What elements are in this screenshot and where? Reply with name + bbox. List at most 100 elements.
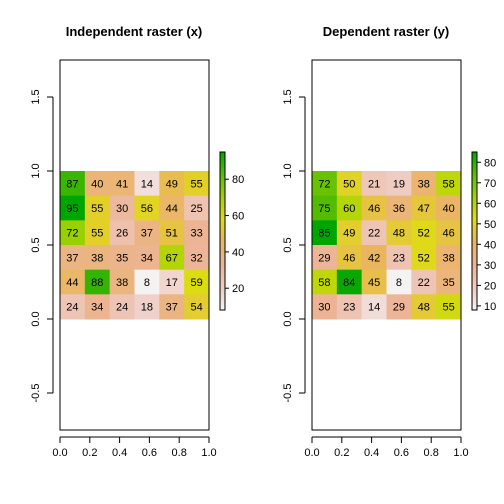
cell-value-label: 14	[368, 302, 380, 314]
legend-color-step	[472, 231, 477, 235]
legend-color-step	[472, 173, 477, 177]
legend-color-step	[220, 225, 225, 229]
legend-color-step	[472, 233, 477, 237]
legend-color-step	[220, 281, 225, 285]
cell-value-label: 30	[116, 203, 128, 215]
raster-cell	[109, 294, 135, 320]
legend-color-step	[472, 223, 477, 227]
legend-color-step	[220, 233, 225, 237]
x-tick-label: 0.6	[394, 447, 409, 459]
raster-cell	[159, 245, 185, 271]
raster-cell	[312, 269, 338, 295]
cell-value-label: 26	[116, 228, 128, 240]
raster-cell	[336, 195, 363, 221]
legend-color-step	[220, 252, 225, 256]
legend-color-step	[472, 191, 477, 195]
legend-color-step	[472, 154, 477, 158]
legend-color-step	[472, 183, 477, 187]
cell-value-label: 37	[66, 252, 78, 264]
legend-color-step	[220, 186, 225, 190]
legend-color-step	[472, 265, 477, 269]
legend-color-step	[220, 307, 225, 311]
x-tick-label: 0.0	[304, 447, 319, 459]
legend-color-step	[220, 294, 225, 298]
cell-value-label: 18	[141, 302, 153, 314]
cell-value-label: 25	[190, 203, 202, 215]
raster-cell	[184, 245, 210, 271]
legend-color-step	[220, 278, 225, 282]
legend-tick-label: 40	[232, 247, 244, 259]
legend-color-step	[220, 212, 225, 216]
raster-cell	[436, 294, 462, 320]
legend-color-step	[220, 286, 225, 290]
x-tick-label: 0.4	[364, 447, 379, 459]
legend-color-step	[472, 180, 477, 184]
legend-color-step	[472, 209, 477, 213]
cell-value-label: 59	[190, 277, 202, 289]
legend-color-step	[220, 231, 225, 235]
raster-cell	[159, 294, 185, 320]
color-legend: 20 40 60 80	[219, 151, 244, 311]
legend-color-step	[472, 204, 477, 208]
legend-color-step	[220, 152, 225, 156]
cell-value-label: 38	[91, 252, 103, 264]
legend-color-step	[472, 307, 477, 311]
legend-color-step	[472, 246, 477, 250]
cell-value-label: 46	[442, 228, 454, 240]
y-tick-label: 1.5	[282, 89, 294, 104]
raster-cell	[436, 220, 462, 246]
legend-color-step	[472, 275, 477, 279]
cell-value-label: 17	[166, 277, 178, 289]
cell-value-label: 87	[66, 178, 78, 190]
raster-cell	[60, 294, 86, 320]
legend-color-step	[220, 265, 225, 269]
raster-cell	[159, 195, 185, 221]
raster-cell	[184, 220, 210, 246]
legend-color-step	[220, 204, 225, 208]
legend-color-step	[220, 257, 225, 261]
y-tick-label: 0.5	[30, 237, 42, 252]
legend-tick-label: 40	[484, 239, 496, 251]
legend-color-step	[220, 249, 225, 253]
cell-value-label: 75	[318, 203, 330, 215]
cell-value-label: 32	[190, 252, 202, 264]
legend-color-step	[472, 175, 477, 179]
raster-cell	[336, 269, 363, 295]
legend-color-step	[472, 207, 477, 211]
legend-color-step	[220, 183, 225, 187]
y-tick-label: 1.5	[30, 89, 42, 104]
cell-value-label: 67	[166, 252, 178, 264]
cell-value-label: 21	[368, 178, 380, 190]
raster-cell	[361, 245, 387, 271]
legend-color-step	[472, 217, 477, 221]
plot-frame	[59, 59, 210, 431]
raster-cell	[184, 269, 210, 295]
raster-cell	[411, 294, 437, 320]
cell-value-label: 42	[368, 252, 380, 264]
x-tick-label: 0.2	[334, 447, 349, 459]
cell-value-label: 47	[418, 203, 430, 215]
raster-cell	[60, 245, 86, 271]
legend-color-step	[220, 199, 225, 203]
cell-value-label: 23	[343, 302, 355, 314]
cell-value-label: 23	[393, 252, 405, 264]
raster-cell	[134, 245, 160, 271]
legend-color-step	[220, 207, 225, 211]
legend-color-step	[472, 249, 477, 253]
legend-tick-label: 70	[484, 178, 496, 190]
legend-color-step	[220, 209, 225, 213]
cell-value-label: 72	[66, 228, 78, 240]
legend-color-step	[472, 296, 477, 300]
raster-cell	[109, 220, 135, 246]
legend-color-step	[220, 270, 225, 274]
cell-value-label: 22	[418, 277, 430, 289]
cell-value-label: 54	[190, 302, 202, 314]
legend-color-step	[472, 159, 477, 163]
cell-value-label: 72	[318, 178, 330, 190]
legend-color-step	[472, 236, 477, 240]
legend-color-step	[220, 291, 225, 295]
legend-color-step	[220, 241, 225, 245]
legend-color-step	[220, 244, 225, 248]
legend-color-step	[472, 252, 477, 256]
cell-value-label: 60	[343, 203, 355, 215]
